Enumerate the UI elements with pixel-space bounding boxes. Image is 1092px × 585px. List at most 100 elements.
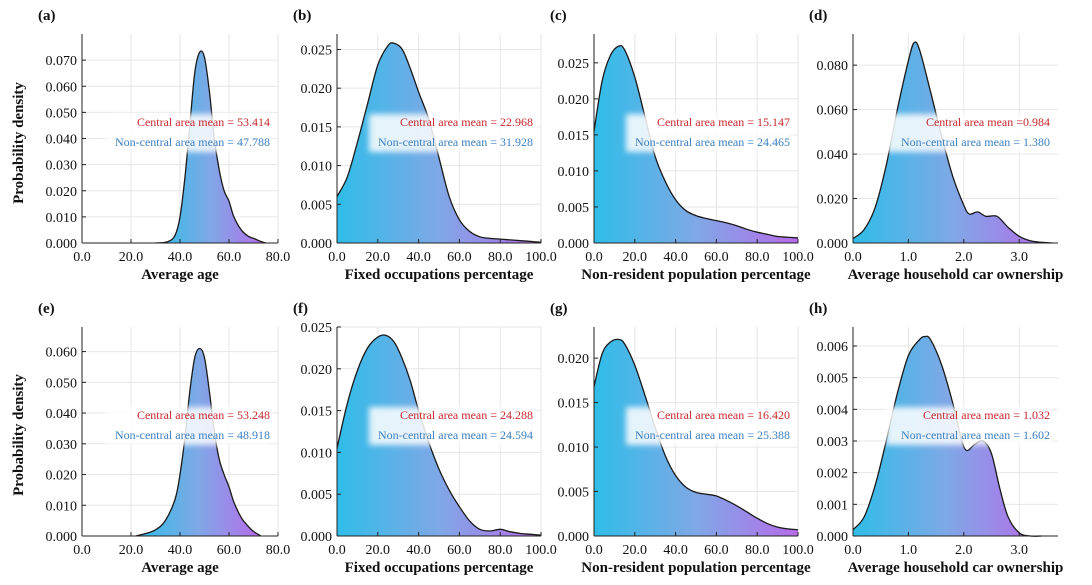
panel-label: (e) (38, 301, 55, 317)
y-tick-label: 0.000 (817, 237, 849, 252)
y-tick-label: 0.010 (46, 211, 78, 226)
y-tick-label: 0.060 (817, 104, 849, 119)
panel-h: 0.0 1.0 2.0 3.0 0.000 0.001 0.002 0.003 0.004 0.0… (809, 301, 1063, 576)
x-tick-label: 60.0 (447, 543, 472, 558)
y-tick-label: 0.000 (301, 530, 333, 545)
x-axis-label: Fixed occupations percentage (345, 267, 534, 283)
x-tick-label: 20.0 (119, 250, 144, 265)
x-axis-label: Average household car ownership (848, 560, 1064, 576)
central-mean-annotation: Central area mean = 15.147 (657, 115, 790, 129)
x-tick-label: 0.0 (844, 250, 862, 265)
density-area (594, 45, 798, 243)
x-tick-label: 40.0 (406, 543, 431, 558)
y-tick-label: 0.000 (558, 237, 590, 252)
central-mean-annotation: Central area mean = 53.248 (137, 408, 270, 422)
x-tick-label: 20.0 (623, 543, 648, 558)
y-tick-label: 0.020 (558, 352, 590, 367)
y-tick-label: 0.001 (817, 498, 849, 513)
x-tick-label: 1.0 (900, 250, 918, 265)
noncentral-mean-annotation: Non-central area mean = 25.388 (635, 428, 790, 442)
x-tick-label: 60.0 (447, 250, 472, 265)
x-tick-label: 40.0 (168, 543, 193, 558)
panel-label: (d) (809, 8, 827, 24)
y-tick-label: 0.015 (558, 397, 590, 412)
y-tick-label: 0.030 (46, 438, 78, 453)
y-tick-label: 0.015 (301, 121, 333, 136)
x-tick-label: 40.0 (663, 543, 688, 558)
panel-a: 0.0 20.0 40.0 60.0 80.0 0.000 0.010 0.020 0.030 0… (38, 8, 290, 283)
annotation-backdrop (369, 407, 535, 445)
x-tick-label: 0.0 (844, 543, 862, 558)
x-tick-label: 80.0 (266, 250, 291, 265)
x-tick-label: 60.0 (217, 250, 242, 265)
x-tick-label: 100.0 (782, 543, 814, 558)
density-area (337, 42, 541, 244)
y-tick-label: 0.050 (46, 106, 78, 121)
y-tick-label: 0.015 (558, 129, 590, 144)
x-axis-label: Average household car ownership (848, 267, 1064, 283)
x-tick-label: 3.0 (1010, 543, 1028, 558)
noncentral-mean-annotation: Non-central area mean = 31.928 (378, 135, 533, 149)
y-tick-label: 0.060 (46, 80, 78, 95)
y-tick-label: 0.005 (301, 488, 333, 503)
density-area (853, 41, 1053, 244)
x-tick-label: 0.0 (585, 543, 603, 558)
x-tick-label: 20.0 (366, 250, 391, 265)
y-tick-label: 0.000 (558, 530, 590, 545)
y-tick-label: 0.010 (301, 446, 333, 461)
x-tick-label: 80.0 (266, 543, 291, 558)
panel-f: 0.0 20.0 40.0 60.0 80.0 100.0 0.000 0.005 0.010 0… (293, 301, 557, 576)
x-tick-label: 40.0 (406, 250, 431, 265)
density-curve (336, 334, 542, 536)
noncentral-mean-annotation: Non-central area mean = 24.594 (378, 428, 533, 442)
y-tick-label: 0.000 (301, 237, 333, 252)
y-tick-label: 0.005 (558, 486, 590, 501)
density-area (337, 334, 541, 536)
x-tick-label: 0.0 (73, 543, 91, 558)
y-tick-label: 0.010 (301, 160, 333, 175)
x-tick-label: 20.0 (119, 543, 144, 558)
y-tick-label: 0.040 (46, 407, 78, 422)
x-tick-label: 80.0 (745, 543, 770, 558)
x-tick-label: 100.0 (782, 250, 814, 265)
central-mean-annotation: Central area mean = 1.032 (923, 408, 1050, 422)
panel-g: 0.0 20.0 40.0 60.0 80.0 100.0 0.000 0.005 0.010 0… (550, 301, 814, 576)
panel-label: (c) (550, 8, 567, 24)
x-tick-label: 60.0 (704, 543, 729, 558)
y-tick-label: 0.020 (46, 469, 78, 484)
noncentral-mean-annotation: Non-central area mean = 48.918 (115, 428, 270, 442)
panel-label: (g) (550, 301, 568, 317)
y-tick-label: 0.025 (558, 57, 590, 72)
y-tick-label: 0.020 (301, 363, 333, 378)
x-axis-label: Non-resident population percentage (581, 560, 811, 576)
y-tick-label: 0.005 (301, 198, 333, 213)
y-tick-label: 0.040 (46, 133, 78, 148)
noncentral-mean-annotation: Non-central area mean = 24.465 (635, 135, 790, 149)
x-axis-label: Fixed occupations percentage (345, 560, 534, 576)
x-tick-label: 80.0 (745, 250, 770, 265)
panel-c: 0.0 20.0 40.0 60.0 80.0 100.0 0.000 0.005 0.010 0… (550, 8, 814, 283)
central-mean-annotation: Central area mean =0.984 (926, 115, 1050, 129)
x-tick-label: 3.0 (1010, 250, 1028, 265)
panel-label: (b) (293, 8, 311, 24)
x-tick-label: 80.0 (488, 543, 513, 558)
y-tick-label: 0.070 (46, 54, 78, 69)
annotation-backdrop (886, 407, 1052, 445)
annotation-backdrop (106, 114, 272, 152)
y-tick-label: 0.010 (46, 499, 78, 514)
x-tick-label: 20.0 (366, 543, 391, 558)
x-tick-label: 40.0 (663, 250, 688, 265)
density-curve (593, 338, 799, 531)
annotation-backdrop (106, 407, 272, 445)
y-tick-label: 0.040 (817, 148, 849, 163)
y-tick-label: 0.015 (301, 405, 333, 420)
central-mean-annotation: Central area mean = 22.968 (400, 115, 533, 129)
x-tick-label: 1.0 (900, 543, 918, 558)
noncentral-mean-annotation: Non-central area mean = 47.788 (115, 135, 270, 149)
panel-e: 0.0 20.0 40.0 60.0 80.0 0.000 0.010 0.020 0.030 0… (38, 301, 290, 576)
y-tick-label: 0.020 (817, 193, 849, 208)
x-tick-label: 2.0 (955, 543, 973, 558)
x-tick-label: 0.0 (328, 250, 346, 265)
y-tick-label: 0.030 (46, 159, 78, 174)
